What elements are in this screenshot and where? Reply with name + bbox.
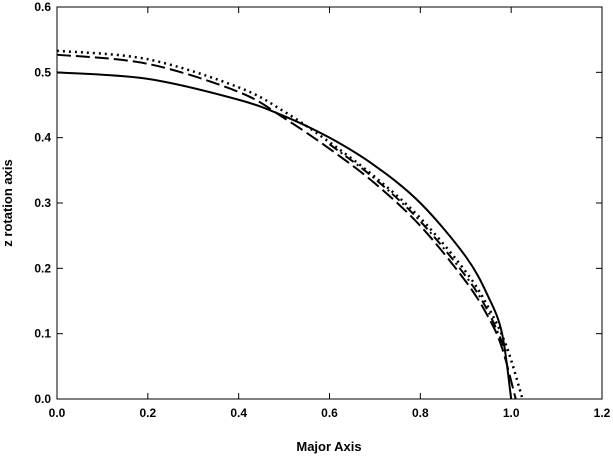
x-tick-label: 0.0 [49,406,66,420]
y-tick-label: 0.5 [34,65,51,79]
x-tick-label: 0.8 [412,406,429,420]
x-tick-labels: 0.0 0.2 0.4 0.6 0.8 1.0 1.2 [49,406,611,420]
series-line-dashdot [328,143,508,354]
series-group [56,49,524,400]
y-tick-label: 0.0 [34,392,51,406]
series-line-solid [56,71,513,400]
y-tick-label: 0.6 [34,0,51,14]
plot-frame [56,6,603,400]
x-tick-label: 1.0 [503,406,520,420]
y-tick-label: 0.1 [34,327,51,341]
y-tick-label: 0.2 [34,261,51,275]
x-tick-label: 1.2 [594,406,611,420]
series-line-dash [56,53,517,400]
x-tick-label: 0.4 [230,406,247,420]
x-axis-label: Major Axis [296,439,361,454]
series-line-dot [56,49,524,400]
y-tick-labels: 0.0 0.1 0.2 0.3 0.4 0.5 0.6 [34,0,51,406]
x-tick-label: 0.2 [139,406,156,420]
y-tick-label: 0.3 [34,196,51,210]
axis-ticks [56,6,603,400]
y-axis-label: z rotation axis [0,159,15,246]
x-tick-label: 0.6 [321,406,338,420]
y-tick-label: 0.4 [34,131,51,145]
